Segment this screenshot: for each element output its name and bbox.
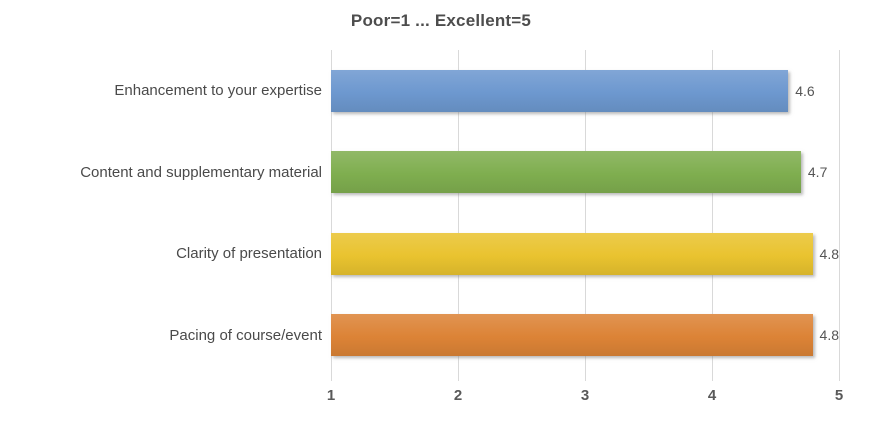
category-axis-line bbox=[330, 50, 332, 381]
gridline-x-3 bbox=[584, 50, 586, 381]
bar-row: 4.8 bbox=[331, 213, 839, 295]
category-axis-labels: Enhancement to your expertise Content and… bbox=[0, 50, 331, 376]
plot-area: 4.6 4.7 4.8 4.8 bbox=[330, 50, 840, 381]
x-tick-label-2: 2 bbox=[453, 387, 463, 404]
bar-row: 4.8 bbox=[331, 295, 839, 377]
bar-3 bbox=[331, 232, 813, 275]
gridline-x-4 bbox=[711, 50, 713, 381]
x-tick-label-1: 1 bbox=[326, 387, 336, 404]
bar-value-label: 4.7 bbox=[807, 164, 828, 181]
category-label: Content and supplementary material bbox=[80, 163, 322, 181]
category-label: Pacing of course/event bbox=[169, 326, 322, 344]
bar-value-label: 4.8 bbox=[819, 327, 839, 344]
category-label: Clarity of presentation bbox=[176, 245, 322, 263]
bar-1 bbox=[331, 69, 789, 112]
gridline-x-5 bbox=[838, 50, 840, 381]
bar-value-label: 4.6 bbox=[795, 82, 815, 99]
x-tick-label-5: 5 bbox=[834, 387, 844, 404]
bar-row: 4.7 bbox=[331, 132, 839, 214]
chart-title: Poor=1 ... Excellent=5 bbox=[350, 11, 532, 30]
gridline-x-2 bbox=[457, 50, 459, 381]
x-axis-tick-labels: 1 2 3 4 5 bbox=[327, 387, 843, 409]
bar-value-label: 4.8 bbox=[819, 245, 839, 262]
bar-2 bbox=[331, 151, 801, 194]
bar-4 bbox=[331, 314, 813, 357]
x-tick-label-4: 4 bbox=[707, 387, 717, 404]
bar-row: 4.6 bbox=[331, 50, 839, 132]
x-tick-label-3: 3 bbox=[580, 387, 590, 404]
category-label: Enhancement to your expertise bbox=[114, 82, 322, 100]
